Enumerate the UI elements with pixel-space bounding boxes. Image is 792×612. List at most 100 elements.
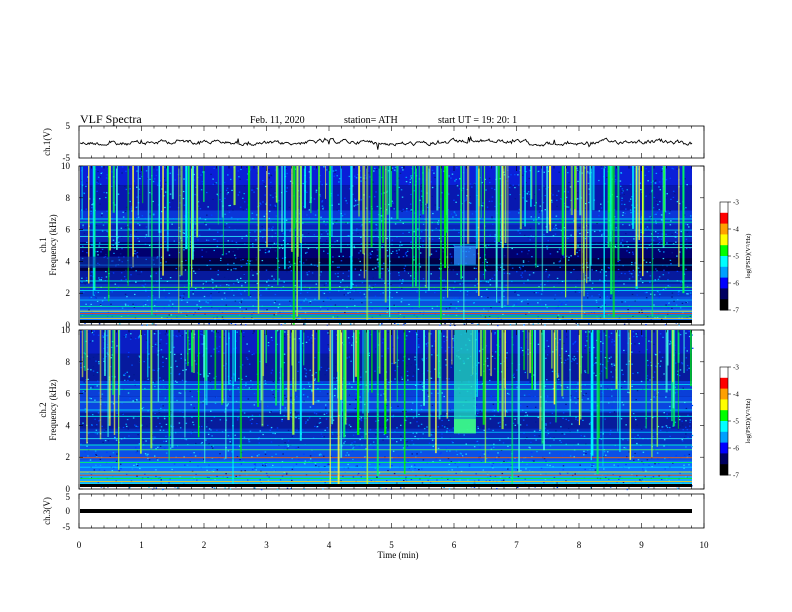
spectrogram-speckle — [685, 446, 687, 448]
spectrogram-speckle — [191, 416, 193, 418]
spectrogram-speckle — [305, 372, 308, 374]
spectrogram-speckle — [610, 371, 612, 373]
spectrogram-speckle — [226, 187, 229, 189]
spectrogram-speckle — [239, 292, 242, 294]
spectrogram-speckle — [453, 340, 455, 342]
spectrogram-speckle — [613, 363, 615, 365]
spectrogram-speckle — [159, 429, 162, 431]
spectrogram-speckle — [229, 178, 232, 181]
spectrogram-speckle — [277, 306, 280, 309]
spectrogram-speckle — [194, 193, 196, 196]
spectrogram-speckle — [455, 304, 457, 306]
spectrogram-speckle — [646, 348, 648, 351]
spectrogram-speckle — [394, 430, 396, 432]
spectrogram-speckle — [402, 280, 404, 283]
spectrogram-speckle — [138, 224, 141, 226]
spectrogram-speckle — [574, 291, 577, 293]
spectrogram-speckle — [666, 242, 668, 244]
spectrogram-speckle — [628, 360, 631, 362]
spectrogram-speckle — [421, 245, 424, 247]
spectrogram-speckle — [168, 304, 170, 306]
spectrogram-speckle — [491, 445, 493, 447]
spectrogram-speckle — [658, 296, 660, 298]
spectrogram-speckle — [106, 230, 108, 232]
spectrogram-speckle — [364, 296, 367, 298]
spectrogram-speckle — [676, 270, 679, 272]
spectrogram-speckle — [91, 414, 94, 416]
spectrogram-speckle — [505, 357, 508, 359]
spectrogram-speckle — [535, 449, 538, 452]
spectrogram-speckle — [654, 317, 656, 319]
spectrogram-speckle — [412, 432, 414, 434]
spectrogram-speckle — [669, 435, 671, 437]
spectrogram-speckle — [176, 399, 178, 402]
spectrogram-speckle — [584, 237, 587, 240]
spectrogram-speckle — [398, 256, 400, 258]
spectrogram-speckle — [406, 210, 408, 212]
sferic-impulse — [592, 166, 595, 211]
spectrogram-speckle — [374, 370, 376, 372]
spectrogram-speckle — [512, 374, 515, 377]
spectrogram-speckle — [365, 311, 367, 313]
spectrogram-speckle — [388, 285, 390, 287]
spectrogram-speckle — [572, 382, 574, 384]
spectrogram-speckle — [381, 278, 383, 280]
spectrogram-speckle — [95, 360, 97, 362]
sferic-impulse — [549, 166, 552, 232]
spectrogram-speckle — [164, 191, 167, 193]
spectrogram-speckle — [406, 272, 409, 274]
spectrogram-speckle — [488, 177, 491, 179]
spectrogram-speckle — [361, 296, 363, 298]
spectrogram-speckle — [124, 379, 126, 381]
spectrogram-speckle — [114, 436, 116, 438]
spectrogram-speckle — [474, 236, 476, 238]
spectrogram-speckle — [176, 445, 178, 447]
spectrogram-speckle — [259, 479, 261, 481]
spectrogram-speckle — [203, 295, 206, 298]
spectrogram-speckle — [165, 423, 168, 426]
spectrogram-speckle — [230, 217, 233, 219]
spectrogram-speckle — [255, 257, 258, 259]
spectrogram-speckle — [661, 318, 663, 320]
spectrogram-speckle — [517, 230, 519, 232]
spectrogram-speckle — [526, 463, 528, 465]
spectrogram-speckle — [225, 343, 228, 345]
spectrogram-speckle — [271, 245, 274, 247]
spectrogram-speckle — [629, 306, 631, 308]
spectrogram-speckle — [335, 220, 337, 222]
spectrogram-speckle — [656, 271, 658, 273]
spectrogram-speckle — [213, 377, 215, 379]
spectrogram-speckle — [122, 426, 125, 429]
spectrogram-speckle — [586, 449, 589, 451]
spectrogram-speckle — [383, 433, 386, 436]
sferic-impulse — [651, 166, 654, 317]
spectrogram-speckle — [243, 317, 245, 319]
spectrogram-speckle — [613, 340, 616, 342]
spectrogram-speckle — [314, 214, 317, 216]
spectrogram-speckle — [240, 300, 243, 302]
spectrogram-speckle — [543, 234, 545, 236]
spectrogram-speckle — [352, 396, 355, 399]
spectrogram-speckle — [402, 324, 405, 326]
spectrogram-speckle — [639, 436, 641, 438]
spectrogram-speckle — [564, 453, 566, 455]
spectrogram-speckle — [96, 385, 99, 387]
spectrogram-speckle — [483, 453, 486, 455]
spectrogram-speckle — [212, 287, 214, 289]
spectrogram-speckle — [182, 369, 184, 371]
spectrogram-speckle — [266, 309, 268, 311]
spectrogram-speckle — [409, 203, 412, 205]
spectrogram-speckle — [270, 181, 272, 184]
spectrogram-speckle — [473, 446, 476, 448]
spectrogram-speckle — [320, 216, 322, 218]
spectrogram-speckle — [500, 462, 503, 464]
spectrogram-speckle — [580, 435, 582, 437]
spectrogram-speckle — [155, 272, 158, 274]
spectrogram-speckle — [256, 167, 259, 170]
spectrogram-speckle — [518, 212, 520, 214]
spectrogram-speckle — [394, 166, 397, 168]
spectrogram-speckle — [297, 370, 299, 372]
spectrogram-speckle — [93, 330, 96, 332]
spectrogram-speckle — [489, 181, 491, 184]
sferic-impulse — [384, 166, 387, 303]
